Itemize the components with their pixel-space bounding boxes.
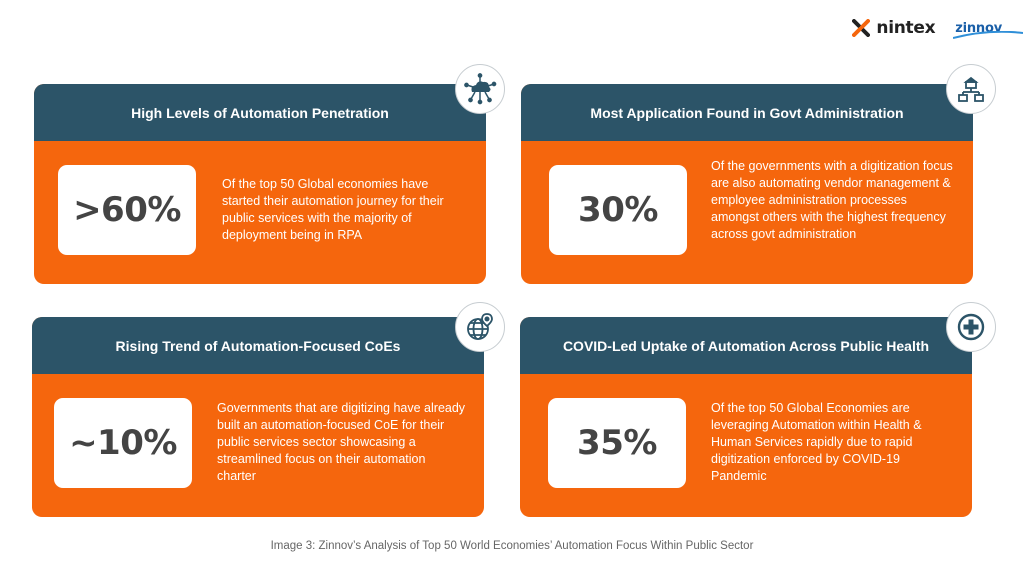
stat-value: ~10% xyxy=(69,423,177,463)
medical-cross-icon xyxy=(946,302,996,352)
card-header: Rising Trend of Automation-Focused CoEs xyxy=(32,317,484,374)
card-description: Of the top 50 Global Economies are lever… xyxy=(711,401,922,483)
stat-value: 35% xyxy=(577,423,657,463)
card-description: Governments that are digitizing have alr… xyxy=(217,401,466,483)
card-automation-coes: Rising Trend of Automation-Focused CoEs … xyxy=(32,317,484,517)
stat-box: 30% xyxy=(549,165,687,255)
card-description: Of the governments with a digitization f… xyxy=(711,159,953,241)
zinnov-logo: zinnov xyxy=(953,21,1024,39)
stat-box: ~10% xyxy=(54,398,192,488)
card-govt-administration: Most Application Found in Govt Administr… xyxy=(521,84,973,284)
nintex-logo: nintex xyxy=(852,18,936,38)
card-description: Of the top 50 Global economies have star… xyxy=(222,177,444,242)
zinnov-swoosh-icon xyxy=(953,30,1024,39)
stat-box: 35% xyxy=(548,398,686,488)
card-header: High Levels of Automation Penetration xyxy=(34,84,486,141)
card-title: High Levels of Automation Penetration xyxy=(131,104,389,121)
card-public-health: COVID-Led Uptake of Automation Across Pu… xyxy=(520,317,972,517)
card-title: Most Application Found in Govt Administr… xyxy=(590,104,904,121)
card-header: COVID-Led Uptake of Automation Across Pu… xyxy=(520,317,972,374)
nintex-x-icon xyxy=(852,19,871,37)
card-automation-penetration: High Levels of Automation Penetration >6… xyxy=(34,84,486,284)
government-building-icon xyxy=(946,64,996,114)
globe-location-icon xyxy=(455,302,505,352)
figure-caption: Image 3: Zinnov’s Analysis of Top 50 Wor… xyxy=(270,540,754,552)
logo-bar: nintex zinnov xyxy=(852,18,1024,39)
stat-value: 30% xyxy=(578,190,658,230)
card-title: COVID-Led Uptake of Automation Across Pu… xyxy=(562,337,930,354)
cloud-network-icon xyxy=(455,64,505,114)
card-header: Most Application Found in Govt Administr… xyxy=(521,84,973,141)
stat-box: >60% xyxy=(58,165,196,255)
card-title: Rising Trend of Automation-Focused CoEs xyxy=(115,337,401,354)
stat-value: >60% xyxy=(73,190,181,230)
